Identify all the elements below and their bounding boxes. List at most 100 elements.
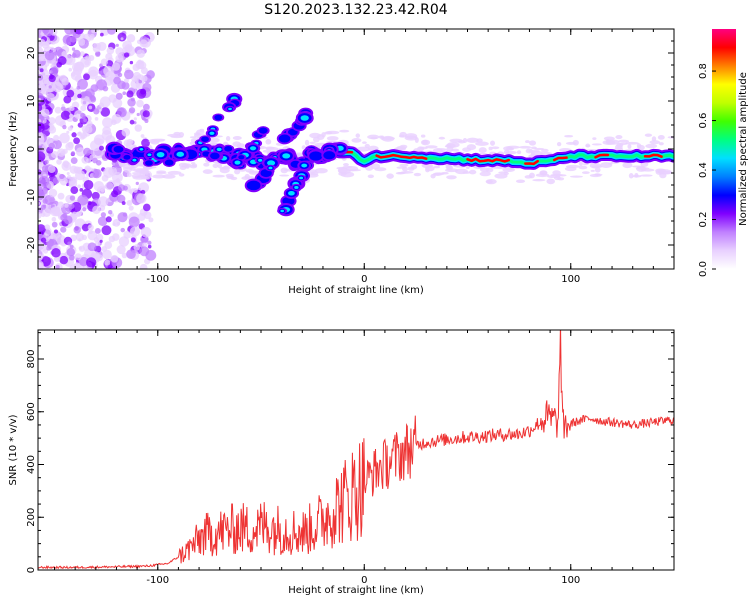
colorbar-tick-label: 0.0 [698,261,709,277]
noise-speckle [92,157,98,164]
noise-speckle [40,204,46,210]
ridge-halo [404,135,418,141]
ridge-halo [425,167,430,173]
noise-speckle [66,130,70,134]
noise-speckle [129,60,134,65]
colorbar-tick-label: 0.8 [698,63,709,79]
noise-speckle [39,68,44,73]
noise-speckle [88,69,98,80]
noise-speckle [51,230,61,239]
noise-speckle [70,213,78,221]
noise-speckle [77,93,82,99]
noise-speckle [78,38,86,46]
noise-speckle [142,203,151,212]
ridge-halo [422,139,428,145]
ridge-blob [323,151,336,160]
ridge-halo [534,147,545,151]
noise-speckle [81,234,88,241]
snr-axes: -100 0 100 0 200 400 600 800 [26,330,675,586]
ridge-halo [634,173,639,178]
ridge-halo [581,171,590,175]
noise-speckle [126,90,134,98]
noise-speckle [123,69,134,80]
noise-speckle [43,79,49,85]
noise-speckle [133,117,138,121]
noise-speckle [122,91,127,96]
x-tick-label: 100 [561,575,580,586]
noise-speckle [83,147,92,156]
ridge-blob [309,151,323,161]
x-tick-label: -100 [146,274,169,285]
ridge-halo [190,161,196,165]
noise-speckle [45,92,49,96]
y-tick-label: 0 [26,146,37,152]
noise-speckle [113,76,121,85]
noise-speckle [104,259,111,266]
ridge-halo [310,171,319,176]
ridge-blob [123,154,131,160]
noise-speckle [48,75,56,83]
ridge-halo [212,163,219,169]
noise-speckle [115,54,124,63]
noise-speckle [38,201,41,206]
ridge-halo [519,145,532,149]
ridge-halo [530,150,544,156]
snr-plot-area [38,330,674,570]
ridge-halo [398,134,405,138]
noise-speckle [129,226,141,237]
noise-speckle [80,96,92,107]
noise-speckle [87,224,94,231]
noise-speckle [59,74,67,82]
ridge-halo [343,163,349,167]
noise-speckle [121,128,131,137]
noise-speckle [121,81,130,90]
ridge-halo [651,136,657,142]
noise-speckle [80,132,88,139]
ridge-halo [152,174,166,179]
noise-speckle [44,224,51,230]
branch-blob [278,134,291,143]
ridge-halo [659,172,667,179]
ridge-halo [585,143,591,148]
noise-speckle [100,212,107,218]
noise-speckle [70,72,76,77]
noise-speckle [87,200,92,206]
noise-speckle [74,253,82,261]
noise-speckle [117,32,127,42]
noise-speckle [44,50,55,61]
noise-speckle [78,246,83,250]
ridge-halo [438,136,446,140]
branch-blob [280,209,285,213]
noise-speckle [99,32,104,37]
noise-speckle [38,151,46,162]
noise-speckle [132,187,138,193]
ridge-hot-segment [375,153,428,160]
noise-speckle [96,79,108,91]
noise-speckle [70,157,78,165]
noise-speckle [43,29,54,37]
noise-speckle [139,39,148,48]
noise-speckle [70,234,77,242]
noise-speckle [115,92,123,100]
noise-speckle [44,194,55,206]
noise-speckle [127,98,136,107]
ridge-halo [304,139,310,146]
noise-speckle [103,167,114,178]
noise-speckle [38,132,44,140]
noise-speckle [64,203,69,208]
noise-speckle [87,242,97,252]
y-tick-label: -20 [26,237,37,253]
noise-speckle [42,208,52,217]
y-tick-label: 400 [26,455,37,474]
ridge-halo [370,163,381,170]
noise-speckle [88,105,93,110]
noise-speckle [126,249,136,260]
branch-blob [288,190,295,196]
y-tick-label: -10 [26,189,37,205]
noise-speckle [67,141,74,149]
noise-speckle [128,107,136,114]
noise-speckle [98,70,103,75]
noise-speckle [79,188,84,192]
ridge-halo [433,165,441,169]
ridge-halo [202,169,213,174]
